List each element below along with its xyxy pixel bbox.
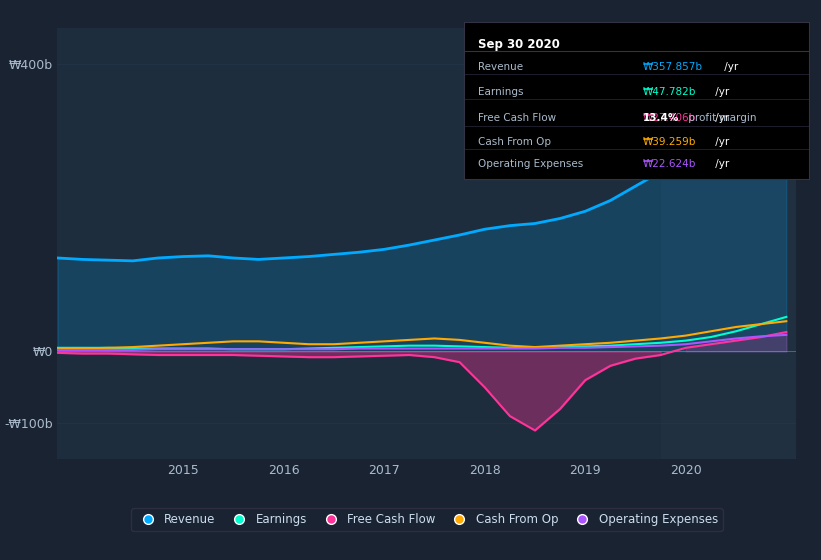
Text: Earnings: Earnings: [478, 87, 523, 97]
Text: /yr: /yr: [712, 159, 729, 169]
Text: ₩357.857b: ₩357.857b: [643, 62, 703, 72]
Text: Free Cash Flow: Free Cash Flow: [478, 113, 556, 123]
Text: ₩47.782b: ₩47.782b: [643, 87, 696, 97]
Text: /yr: /yr: [721, 62, 738, 72]
Text: 13.4%: 13.4%: [643, 113, 680, 123]
Text: Revenue: Revenue: [478, 62, 523, 72]
Text: ₩22.624b: ₩22.624b: [643, 159, 696, 169]
Text: /yr: /yr: [712, 113, 729, 123]
Text: /yr: /yr: [712, 137, 729, 147]
Text: Sep 30 2020: Sep 30 2020: [478, 38, 560, 51]
Text: ₩39.259b: ₩39.259b: [643, 137, 696, 147]
Text: Cash From Op: Cash From Op: [478, 137, 551, 147]
Text: Operating Expenses: Operating Expenses: [478, 159, 583, 169]
Text: /yr: /yr: [712, 87, 729, 97]
Text: profit margin: profit margin: [685, 113, 756, 123]
Legend: Revenue, Earnings, Free Cash Flow, Cash From Op, Operating Expenses: Revenue, Earnings, Free Cash Flow, Cash …: [131, 508, 722, 531]
Bar: [661, 28, 796, 459]
Text: ₩27.406b: ₩27.406b: [643, 113, 696, 123]
